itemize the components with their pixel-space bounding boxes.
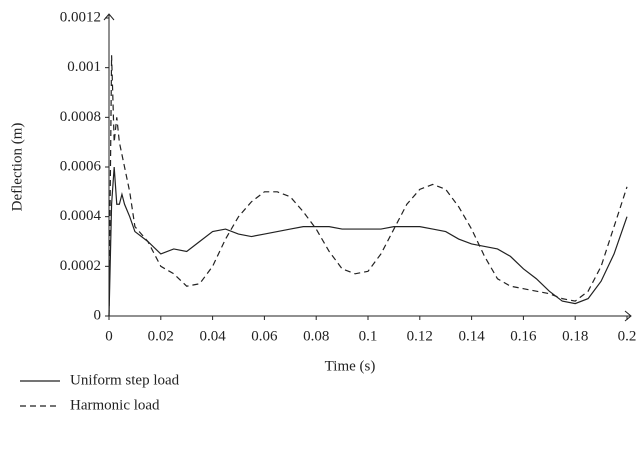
- y-tick-label: 0.0006: [60, 158, 102, 174]
- x-tick-label: 0.2: [618, 328, 637, 344]
- x-tick-label: 0.12: [407, 328, 433, 344]
- y-tick-label: 0.0008: [60, 109, 101, 125]
- x-tick-label: 0.02: [148, 328, 174, 344]
- legend-label: Harmonic load: [70, 397, 160, 413]
- y-tick-label: 0: [94, 307, 102, 323]
- x-tick-label: 0.1: [359, 328, 378, 344]
- legend-label: Uniform step load: [70, 372, 180, 388]
- series-line: [108, 166, 628, 317]
- series-line: [108, 55, 628, 317]
- y-tick-label: 0.0012: [60, 9, 101, 25]
- y-tick-label: 0.0002: [60, 258, 101, 274]
- y-tick-label: 0.0004: [60, 208, 102, 224]
- x-tick-label: 0.06: [251, 328, 278, 344]
- x-tick-label: 0.16: [510, 328, 537, 344]
- x-tick-label: 0.04: [199, 328, 226, 344]
- x-tick-label: 0.14: [458, 328, 485, 344]
- y-tick-label: 0.001: [67, 59, 101, 75]
- x-tick-label: 0: [105, 328, 113, 344]
- y-axis-label: Deflection (m): [9, 123, 25, 212]
- x-tick-label: 0.08: [303, 328, 329, 344]
- x-tick-label: 0.18: [562, 328, 588, 344]
- x-axis-label: Time (s): [325, 358, 376, 374]
